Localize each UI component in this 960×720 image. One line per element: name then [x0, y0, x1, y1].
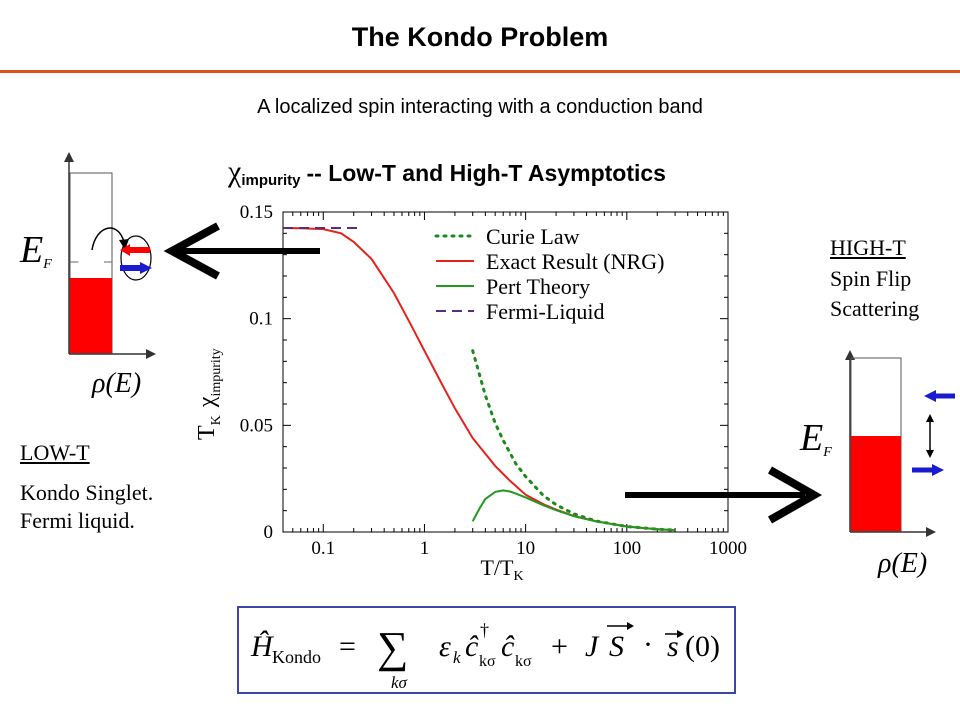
y-tick-label: 0: [264, 522, 274, 543]
y-tick-label: 0.15: [240, 202, 273, 223]
page-subtitle: A localized spin interacting with a cond…: [257, 96, 703, 118]
high-t-line-2: Scattering: [830, 296, 920, 321]
flip-arrow-up: [926, 414, 934, 422]
chart-heading: χimpurity -- Low-T and High-T Asymptotics: [228, 155, 666, 189]
legend-label: Pert Theory: [486, 274, 590, 299]
susceptibility-chart: 0.1 1 10 100 1000 0 0.05 0.1 0.15 Curie LawExact…: [194, 202, 747, 584]
page-title: The Kondo Problem: [351, 22, 609, 52]
left-dos-label: ρ(E): [91, 368, 141, 399]
axis-ticks: 0.1 1 10 100 1000 0 0.05 0.1 0.15: [240, 202, 747, 559]
x-tick-label: 0.1: [311, 538, 335, 559]
formula-lhs: Ĥ: [250, 630, 275, 663]
series-layer: [282, 227, 677, 532]
formula-equals: =: [339, 630, 356, 663]
chart-heading-symbol: χ: [228, 155, 242, 188]
high-t-heading: HIGH-T: [830, 235, 906, 260]
formula-sum: ∑: [377, 623, 408, 672]
chart-heading-text: -- Low-T and High-T Asymptotics: [306, 160, 666, 186]
high-t-diagram: [845, 350, 955, 537]
impurity-spin-red-head: [120, 244, 130, 256]
chart-heading-subscript: impurity: [241, 172, 301, 189]
low-t-line-1: Kondo Singlet.: [20, 480, 154, 505]
x-tick-label: 100: [613, 538, 642, 559]
svg-text:TKχimpurity: TKχimpurity: [194, 348, 224, 440]
x-tick-label: 10: [516, 538, 535, 559]
title-divider: [0, 70, 960, 73]
x-tick-label: 1: [420, 538, 430, 559]
band-electron-arrowhead: [78, 255, 88, 269]
formula-c: ĉ: [501, 630, 515, 663]
formula-c-dagger: ĉ: [465, 630, 479, 663]
formula-epsilon-sub: k: [453, 648, 461, 667]
x-axis-label: T/TK: [480, 555, 523, 584]
dos-axis-arrowhead-right: [146, 349, 156, 359]
formula-plus: +: [551, 630, 568, 663]
spin-arrow-right-head: [932, 464, 944, 476]
y-tick-label: 0.05: [240, 415, 273, 436]
formula-c-sub: kσ: [515, 653, 532, 670]
right-dos-label: ρ(E): [877, 548, 927, 579]
dos-axis-arrowhead-right-2: [926, 527, 936, 537]
filled-band: [70, 278, 112, 353]
low-t-pointer-arrow: [163, 222, 320, 280]
formula-dagger: †: [480, 620, 489, 640]
formula-dot: ·: [643, 628, 653, 661]
hamiltonian-formula: Ĥ Kondo = ∑ kσ ε k ĉ † kσ ĉ kσ + J S · s…: [250, 620, 720, 692]
flip-arrow-down: [926, 450, 934, 458]
legend-label: Exact Result (NRG): [486, 249, 664, 274]
left-fermi-label: EF: [19, 229, 52, 272]
legend-label: Curie Law: [486, 224, 580, 249]
formula-lhs-sub: Kondo: [272, 647, 321, 667]
formula-c-dagger-sub: kσ: [479, 653, 496, 670]
formula-s: s: [667, 630, 679, 663]
high-t-pointer-arrow: [625, 466, 823, 524]
x-tick-label: 1000: [709, 538, 747, 559]
right-fermi-label: EF: [799, 417, 832, 460]
series-curie-law: [471, 349, 677, 532]
formula-epsilon: ε: [439, 630, 451, 663]
y-axis-label: TKχimpurity: [194, 348, 224, 440]
series-pert-theory: [471, 489, 676, 532]
y-tick-label: 0.1: [249, 309, 273, 330]
plot-frame: [282, 211, 729, 533]
high-t-line-1: Spin Flip: [830, 266, 912, 291]
low-t-heading: LOW-T: [20, 440, 90, 465]
hamiltonian-box: Ĥ Kondo = ∑ kσ ε k ĉ † kσ ĉ kσ + J S · s…: [237, 606, 736, 694]
formula-J: J: [585, 630, 600, 663]
dos-axis-arrowhead-up: [64, 152, 74, 162]
formula-sum-sub: kσ: [391, 673, 408, 692]
low-t-line-2: Fermi liquid.: [20, 508, 135, 533]
formula-S: S: [609, 630, 624, 663]
spin-arrow-left-head: [924, 390, 936, 402]
formula-arg: (0): [685, 630, 720, 663]
hopping-arc: [91, 227, 125, 251]
legend-label: Fermi-Liquid: [486, 299, 605, 324]
impurity-spin-blue-head: [140, 262, 152, 274]
filled-band-right: [851, 436, 901, 531]
low-t-diagram: [64, 152, 156, 359]
impurity-circle: [120, 235, 152, 281]
